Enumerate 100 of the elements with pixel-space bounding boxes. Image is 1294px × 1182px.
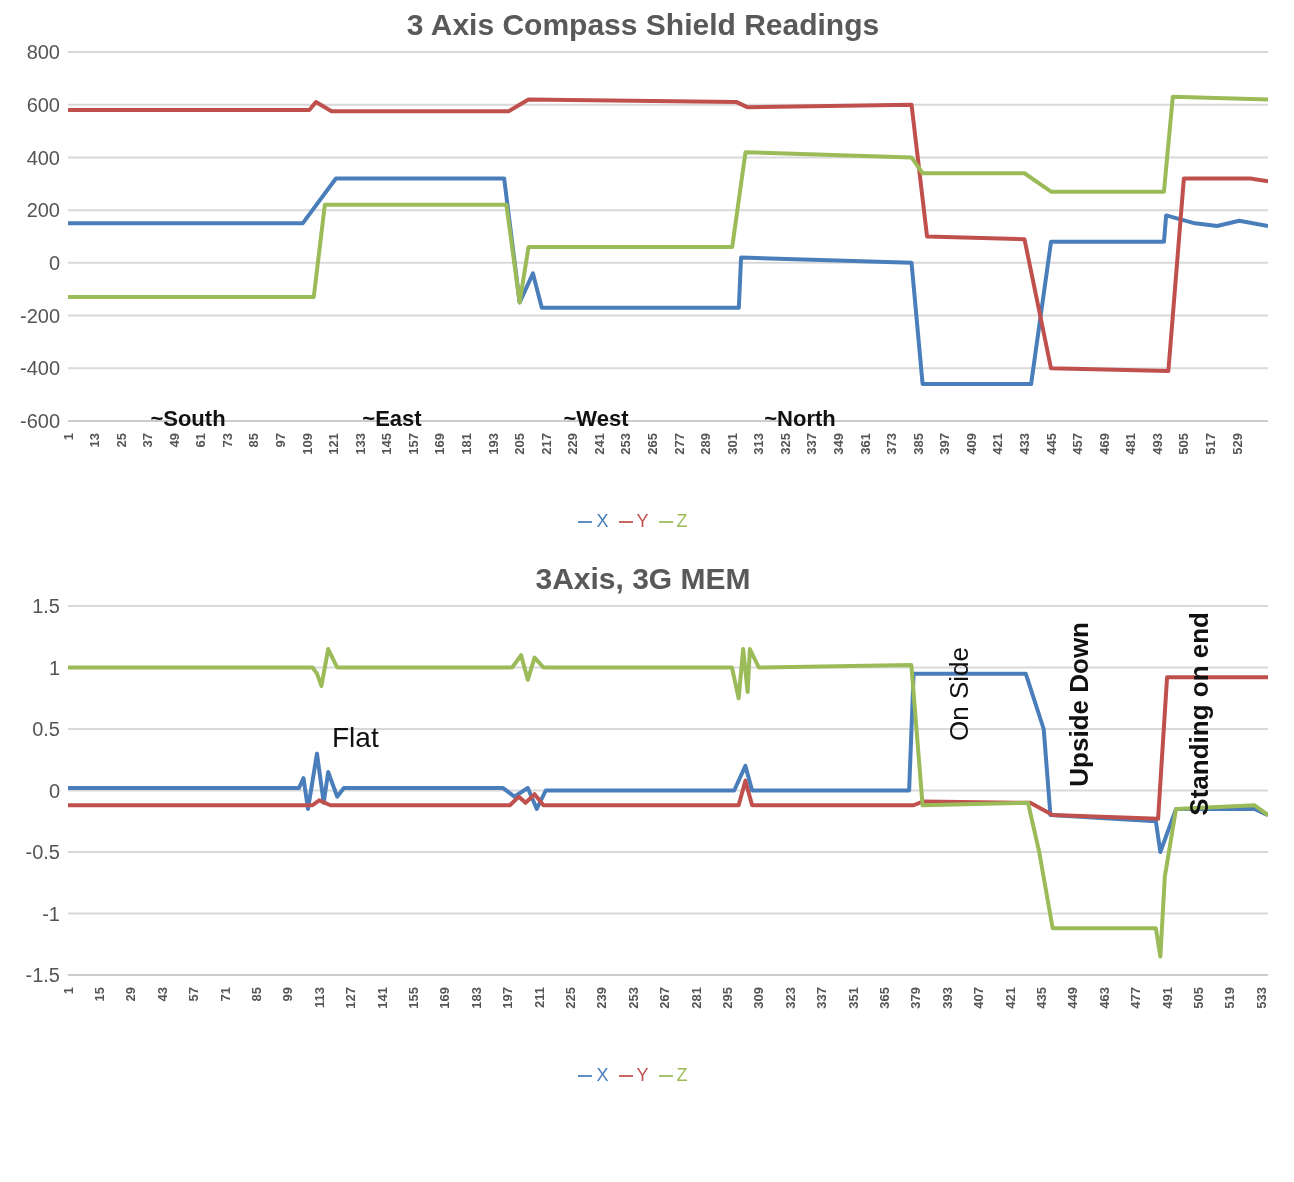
x-tick-label: 385: [910, 433, 926, 455]
x-tick-label: 449: [1065, 987, 1081, 1009]
x-tick-label: 295: [719, 987, 735, 1009]
annotation: ~North: [764, 406, 836, 432]
x-tick-label: 365: [876, 987, 892, 1009]
x-tick-label: 97: [273, 433, 289, 448]
x-tick-label: 211: [531, 987, 547, 1008]
x-tick-label: 109: [299, 433, 315, 455]
x-tick-label: 1: [60, 987, 76, 995]
annotation: Upside Down: [1064, 622, 1095, 787]
line-series: [68, 176, 1268, 387]
y-tick-label: -200: [19, 304, 60, 327]
x-tick-label: 181: [459, 433, 475, 455]
annotation: ~East: [362, 406, 422, 432]
x-tick-label: 421: [990, 433, 1006, 455]
x-tick-label: 433: [1016, 433, 1032, 455]
x-tick-label: 505: [1190, 987, 1206, 1009]
x-tick-label: 253: [625, 987, 641, 1009]
x-tick-label: 225: [562, 987, 578, 1009]
x-tick-label: 155: [405, 987, 421, 1009]
x-tick-label: 491: [1159, 987, 1175, 1009]
x-tick-label: 141: [374, 987, 390, 1009]
x-tick-label: 463: [1096, 987, 1112, 1009]
x-tick-label: 121: [326, 433, 342, 455]
y-tick-label: 1.5: [32, 595, 60, 618]
x-tick-label: 1: [60, 433, 76, 441]
chart-title: 3Axis, 3G MEM: [534, 562, 752, 596]
x-tick-label: 517: [1202, 433, 1218, 455]
x-tick-label: 409: [963, 433, 979, 455]
x-tick-label: 277: [671, 433, 687, 455]
x-tick-label: 85: [246, 433, 262, 448]
x-tick-label: 393: [939, 987, 955, 1009]
x-tick-label: 29: [123, 987, 139, 1002]
legend-label: Z: [676, 511, 688, 531]
legend-label: X: [596, 1065, 609, 1085]
x-tick-label: 351: [845, 987, 861, 1009]
annotation: ~West: [563, 406, 629, 432]
x-tick-label: 267: [657, 987, 673, 1009]
x-tick-label: 133: [352, 433, 368, 455]
annotation: On Side: [944, 647, 975, 741]
x-tick-label: 337: [804, 433, 820, 455]
x-tick-label: 313: [751, 433, 767, 455]
x-tick-label: 289: [698, 433, 714, 455]
x-tick-label: 529: [1229, 433, 1245, 455]
x-tick-label: 281: [688, 987, 704, 1009]
x-tick-label: 241: [591, 433, 607, 455]
y-tick-label: -0.5: [25, 841, 60, 864]
x-tick-label: 477: [1128, 987, 1144, 1009]
x-tick-label: 61: [193, 433, 209, 448]
line-series: [68, 94, 1268, 305]
x-tick-label: 265: [645, 433, 660, 455]
y-tick-label: 400: [26, 146, 60, 169]
x-tick-label: 49: [166, 433, 182, 448]
x-tick-label: 13: [87, 433, 103, 448]
x-tick-label: 481: [1123, 433, 1139, 455]
x-tick-label: 57: [186, 987, 202, 1002]
x-tick-label: 349: [830, 433, 846, 455]
x-tick-label: 169: [437, 987, 453, 1009]
x-tick-label: 15: [91, 987, 107, 1002]
x-tick-label: 373: [884, 433, 900, 455]
x-tick-label: 169: [432, 433, 448, 455]
x-tick-label: 361: [857, 433, 873, 455]
x-tick-label: 253: [618, 433, 634, 455]
x-tick-label: 37: [140, 433, 156, 448]
annotation: Standing on end: [1184, 612, 1215, 816]
x-tick-label: 457: [1070, 433, 1086, 455]
chart-title: 3 Axis Compass Shield Readings: [405, 8, 881, 42]
y-tick-label: 0: [48, 779, 60, 802]
x-tick-label: 113: [311, 987, 327, 1008]
x-tick-label: 157: [405, 433, 421, 455]
x-tick-label: 73: [219, 433, 235, 448]
y-tick-label: 0.5: [32, 718, 60, 741]
x-tick-label: 193: [485, 433, 501, 455]
x-tick-label: 407: [971, 987, 987, 1009]
y-tick-label: -1: [42, 902, 60, 925]
x-tick-label: 445: [1043, 433, 1059, 455]
x-tick-label: 43: [154, 987, 170, 1002]
x-tick-label: 301: [724, 433, 740, 455]
y-tick-label: 600: [26, 93, 60, 116]
y-tick-label: 800: [26, 41, 60, 64]
x-tick-label: 229: [565, 433, 581, 455]
legend-label: X: [596, 511, 609, 531]
x-tick-label: 337: [814, 987, 830, 1009]
legend-label: Y: [636, 1065, 649, 1085]
annotation: Flat: [332, 722, 379, 754]
x-tick-label: 379: [908, 987, 924, 1009]
x-tick-label: 183: [468, 987, 484, 1009]
line-series: [68, 97, 1268, 373]
x-tick-label: 205: [512, 433, 528, 455]
x-tick-label: 421: [1002, 987, 1018, 1009]
x-tick-label: 519: [1222, 987, 1238, 1009]
x-tick-label: 239: [594, 987, 610, 1009]
legend-label: Z: [676, 1065, 688, 1085]
x-tick-label: 197: [500, 987, 516, 1009]
x-tick-label: 25: [113, 433, 129, 448]
x-tick-label: 309: [751, 987, 767, 1009]
annotation: ~South: [150, 406, 226, 432]
x-tick-label: 71: [217, 987, 233, 1002]
x-tick-label: 217: [538, 433, 554, 455]
x-tick-label: 505: [1176, 433, 1192, 455]
